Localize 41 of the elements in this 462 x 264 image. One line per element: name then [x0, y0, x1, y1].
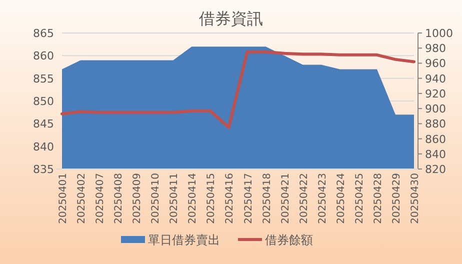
chart-title: 借券資訊: [199, 9, 263, 28]
y2-tick-label: 900: [425, 102, 446, 116]
x-tick-label: 20250429: [391, 173, 402, 224]
x-tick-label: 20250421: [280, 173, 292, 224]
y2-tick-label: 1000: [425, 27, 453, 40]
y2-tick-label: 980: [425, 42, 446, 56]
y-tick-label: 850: [33, 95, 54, 108]
legend-label: 借券餘額: [265, 233, 313, 247]
y2-tick-label: 960: [425, 57, 446, 70]
x-tick-label: 20250422: [298, 173, 310, 224]
y2-tick-label: 940: [425, 72, 446, 86]
y2-tick-label: 920: [425, 87, 446, 100]
x-tick-label: 20250418: [262, 173, 273, 224]
x-tick-label: 20250407: [95, 173, 106, 224]
legend-label: 單日借券賣出: [148, 233, 220, 247]
x-tick-label: 20250424: [336, 173, 347, 224]
x-tick-label: 20250428: [372, 173, 384, 224]
x-tick-label: 20250415: [206, 173, 218, 224]
x-tick-label: 20250414: [188, 173, 199, 224]
x-tick-label: 20250416: [224, 173, 236, 224]
x-tick-label: 20250410: [150, 173, 162, 224]
x-tick-label: 20250425: [354, 173, 366, 224]
y-tick-label: 855: [33, 72, 54, 86]
y2-tick-label: 860: [425, 132, 446, 146]
x-tick-label: 20250409: [132, 173, 144, 224]
y2-tick-label: 840: [425, 148, 446, 161]
x-tick-label: 20250411: [169, 173, 180, 224]
y-tick-label: 845: [33, 118, 54, 131]
x-tick-label: 20250417: [243, 173, 254, 224]
x-tick-label: 20250430: [410, 173, 421, 224]
y-tick-label: 835: [33, 163, 54, 176]
x-tick-label: 20250423: [317, 173, 328, 224]
line-series: [60, 50, 416, 129]
x-tick-label: 20250401: [58, 173, 69, 224]
y2-tick-label: 820: [425, 163, 446, 176]
y-tick-label: 865: [33, 27, 54, 40]
y2-tick-label: 880: [425, 118, 446, 131]
y-tick-label: 860: [33, 50, 54, 63]
y-tick-label: 840: [33, 140, 54, 154]
x-tick-label: 20250408: [114, 173, 125, 224]
x-tick-label: 20250402: [76, 173, 88, 224]
